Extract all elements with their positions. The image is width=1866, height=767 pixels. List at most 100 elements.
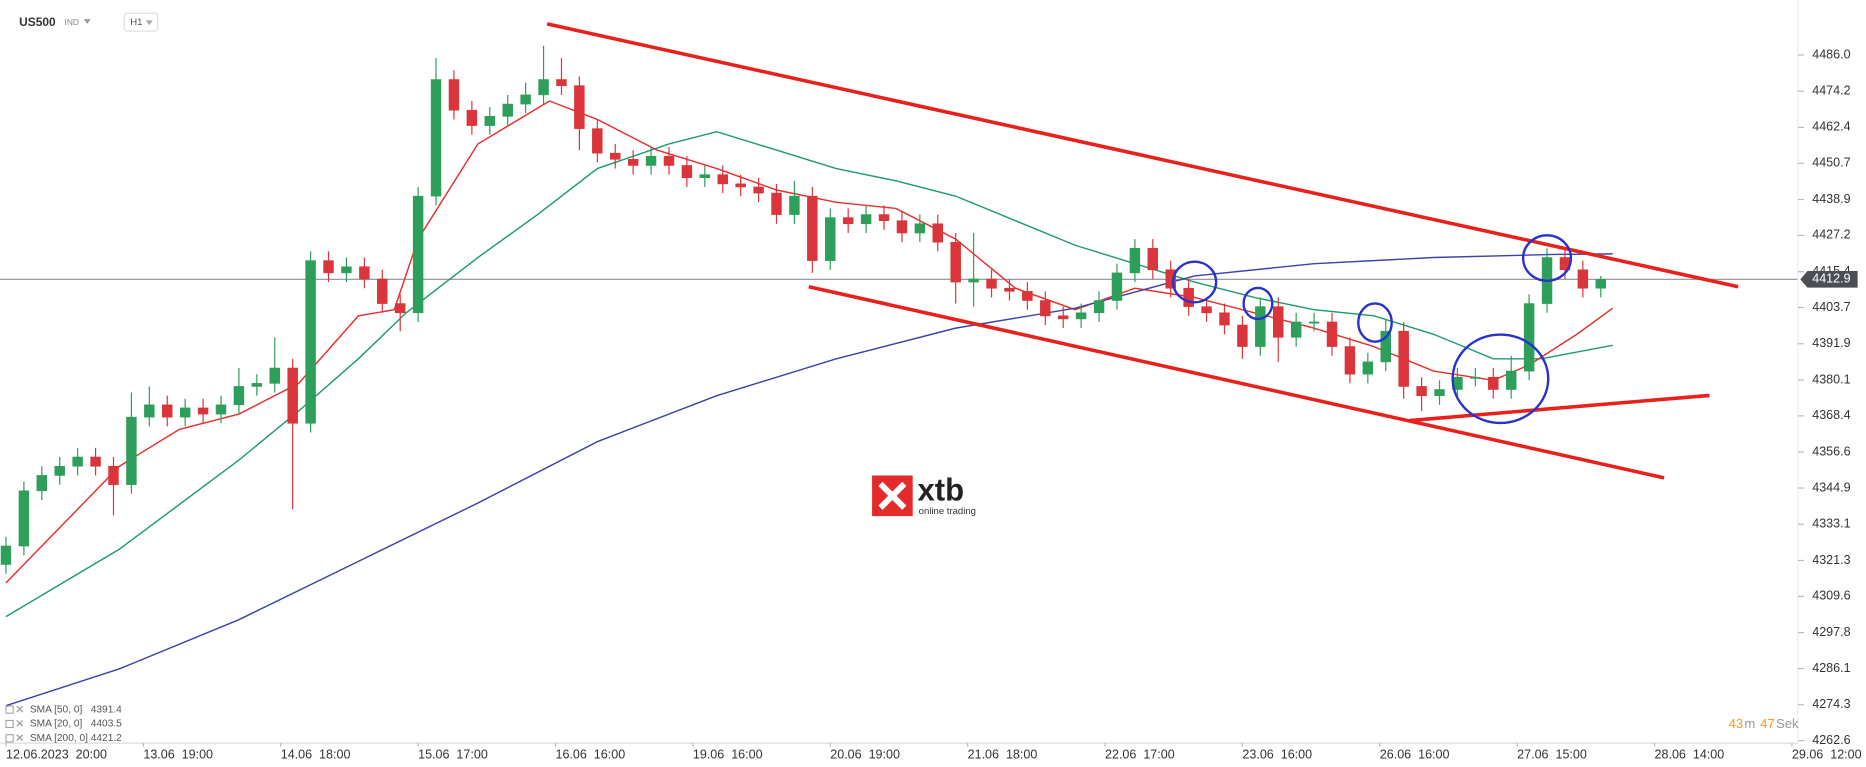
symbol: US500 xyxy=(19,15,56,29)
trend-line xyxy=(546,22,1739,289)
candle-body xyxy=(717,174,728,185)
countdown-seconds-unit: Sek xyxy=(1776,717,1799,732)
y-tick-label: 4474.2 xyxy=(1812,83,1850,97)
y-tick-label: 4356.6 xyxy=(1812,444,1850,458)
x-tick-label: 26.06 16:00 xyxy=(1380,747,1450,761)
candle-body xyxy=(126,416,137,485)
candle-body xyxy=(1344,346,1356,375)
candle-body xyxy=(412,195,424,314)
candle-body xyxy=(1237,324,1248,347)
candle-body xyxy=(1505,370,1517,390)
y-tick-label: 4380.1 xyxy=(1812,372,1850,386)
candle-body xyxy=(1129,248,1141,274)
candle-body xyxy=(287,367,298,424)
candle-body xyxy=(36,475,48,492)
candle-body xyxy=(1595,279,1607,289)
legend-name: SMA [20, 0] xyxy=(30,719,83,730)
highlight-circle xyxy=(1171,260,1218,304)
candle-body xyxy=(735,183,746,188)
price-label-box xyxy=(1800,270,1858,288)
candle-body xyxy=(950,241,961,283)
sma-line xyxy=(5,130,1613,618)
timeframe[interactable]: H1 xyxy=(130,17,142,28)
market: IND xyxy=(65,17,79,27)
candle-body xyxy=(1488,376,1499,390)
legend-value: 4391.4 xyxy=(91,704,122,715)
y-tick-label: 4333.1 xyxy=(1812,517,1850,531)
candle-body xyxy=(394,303,406,314)
candle-body xyxy=(305,260,316,424)
candle-body xyxy=(699,174,711,179)
candle-body xyxy=(663,155,675,166)
legend-remove xyxy=(16,719,24,727)
countdown: 43m 47Sek xyxy=(1729,717,1799,732)
sma-line xyxy=(5,253,1613,707)
candle-body xyxy=(18,490,30,547)
candle-body xyxy=(1308,321,1320,324)
candle-body xyxy=(789,195,800,215)
y-tick-label: 4368.4 xyxy=(1812,408,1850,422)
y-tick-label: 4297.8 xyxy=(1812,625,1850,639)
candle-body xyxy=(932,223,944,243)
y-tick-label: 4321.3 xyxy=(1812,553,1850,567)
candle-body xyxy=(592,128,603,154)
logo: xtb online trading xyxy=(872,472,976,517)
candle-body xyxy=(1290,321,1302,338)
x-tick-label: 16.06 16:00 xyxy=(555,747,625,761)
y-tick-label: 4286.1 xyxy=(1812,661,1850,675)
candle-body xyxy=(878,214,890,222)
candle-body xyxy=(1273,306,1284,338)
candle-body xyxy=(323,260,334,274)
y-tick-label: 4262.6 xyxy=(1812,733,1850,747)
candle-body xyxy=(1147,248,1159,271)
candle-body xyxy=(771,192,782,215)
candle-body xyxy=(233,386,245,406)
candle-body xyxy=(986,278,997,289)
annotations xyxy=(546,22,1739,480)
candle-body xyxy=(1183,287,1194,307)
x-tick-label: 21.06 18:00 xyxy=(968,747,1038,761)
highlight-circle xyxy=(1451,333,1550,425)
candle-body xyxy=(825,217,836,261)
candle-body xyxy=(359,266,370,280)
y-tick-label: 4403.7 xyxy=(1812,300,1850,314)
candle-body xyxy=(0,545,12,565)
legend-icon xyxy=(5,734,14,743)
candle-body xyxy=(842,217,854,225)
legend-value: 4403.5 xyxy=(91,719,122,730)
trend-line xyxy=(808,284,1665,480)
candle-body xyxy=(1093,300,1105,314)
candle-body xyxy=(430,79,442,197)
dropdown-arrow[interactable] xyxy=(83,19,91,24)
candle-body xyxy=(144,404,155,418)
dropdown-arrow[interactable] xyxy=(145,20,153,26)
x-tick-label: 19.06 16:00 xyxy=(693,747,763,761)
sma-layer xyxy=(5,100,1614,707)
candle-body xyxy=(753,186,764,194)
x-tick-label: 28.06 14:00 xyxy=(1655,747,1725,761)
candle-body xyxy=(108,465,119,485)
candle-body xyxy=(968,278,979,283)
candle-body xyxy=(1219,312,1230,326)
candle-body xyxy=(1434,389,1445,396)
y-tick-label: 4450.7 xyxy=(1812,156,1850,170)
candle-body xyxy=(72,456,83,467)
candle-body xyxy=(197,407,209,415)
countdown-seconds: 47 xyxy=(1760,717,1775,732)
candle-body xyxy=(574,85,585,129)
y-tick-label: 4274.3 xyxy=(1812,697,1850,711)
x-tick-label: 29.06 12:00 xyxy=(1792,747,1862,761)
legend-name: SMA [50, 0] xyxy=(30,704,83,715)
logo-tagline: online trading xyxy=(919,506,976,517)
candle-body xyxy=(341,266,352,274)
legend-icon xyxy=(5,705,14,714)
candle-body xyxy=(1380,330,1391,363)
candle-body xyxy=(466,109,478,126)
highlight-circle xyxy=(1521,234,1573,282)
candle-body xyxy=(90,456,101,467)
timeframe-button[interactable] xyxy=(123,12,159,32)
candle-body xyxy=(1165,269,1176,289)
countdown-minutes: 43 xyxy=(1729,717,1744,732)
candle-body xyxy=(610,152,621,160)
